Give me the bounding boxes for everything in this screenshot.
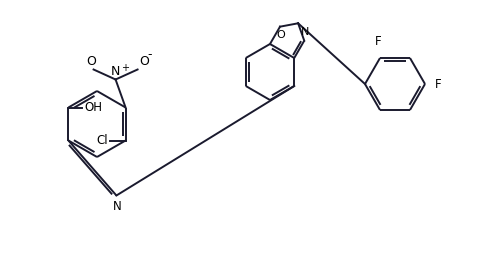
Text: F: F <box>374 35 380 48</box>
Text: O: O <box>139 54 149 67</box>
Text: O: O <box>87 54 96 67</box>
Text: N: N <box>301 27 309 37</box>
Text: F: F <box>434 78 441 91</box>
Text: N: N <box>113 199 121 212</box>
Text: OH: OH <box>84 101 102 114</box>
Text: Cl: Cl <box>96 134 107 147</box>
Text: O: O <box>276 30 285 40</box>
Text: N: N <box>111 64 120 78</box>
Text: +: + <box>121 63 128 73</box>
Text: -: - <box>147 48 152 61</box>
